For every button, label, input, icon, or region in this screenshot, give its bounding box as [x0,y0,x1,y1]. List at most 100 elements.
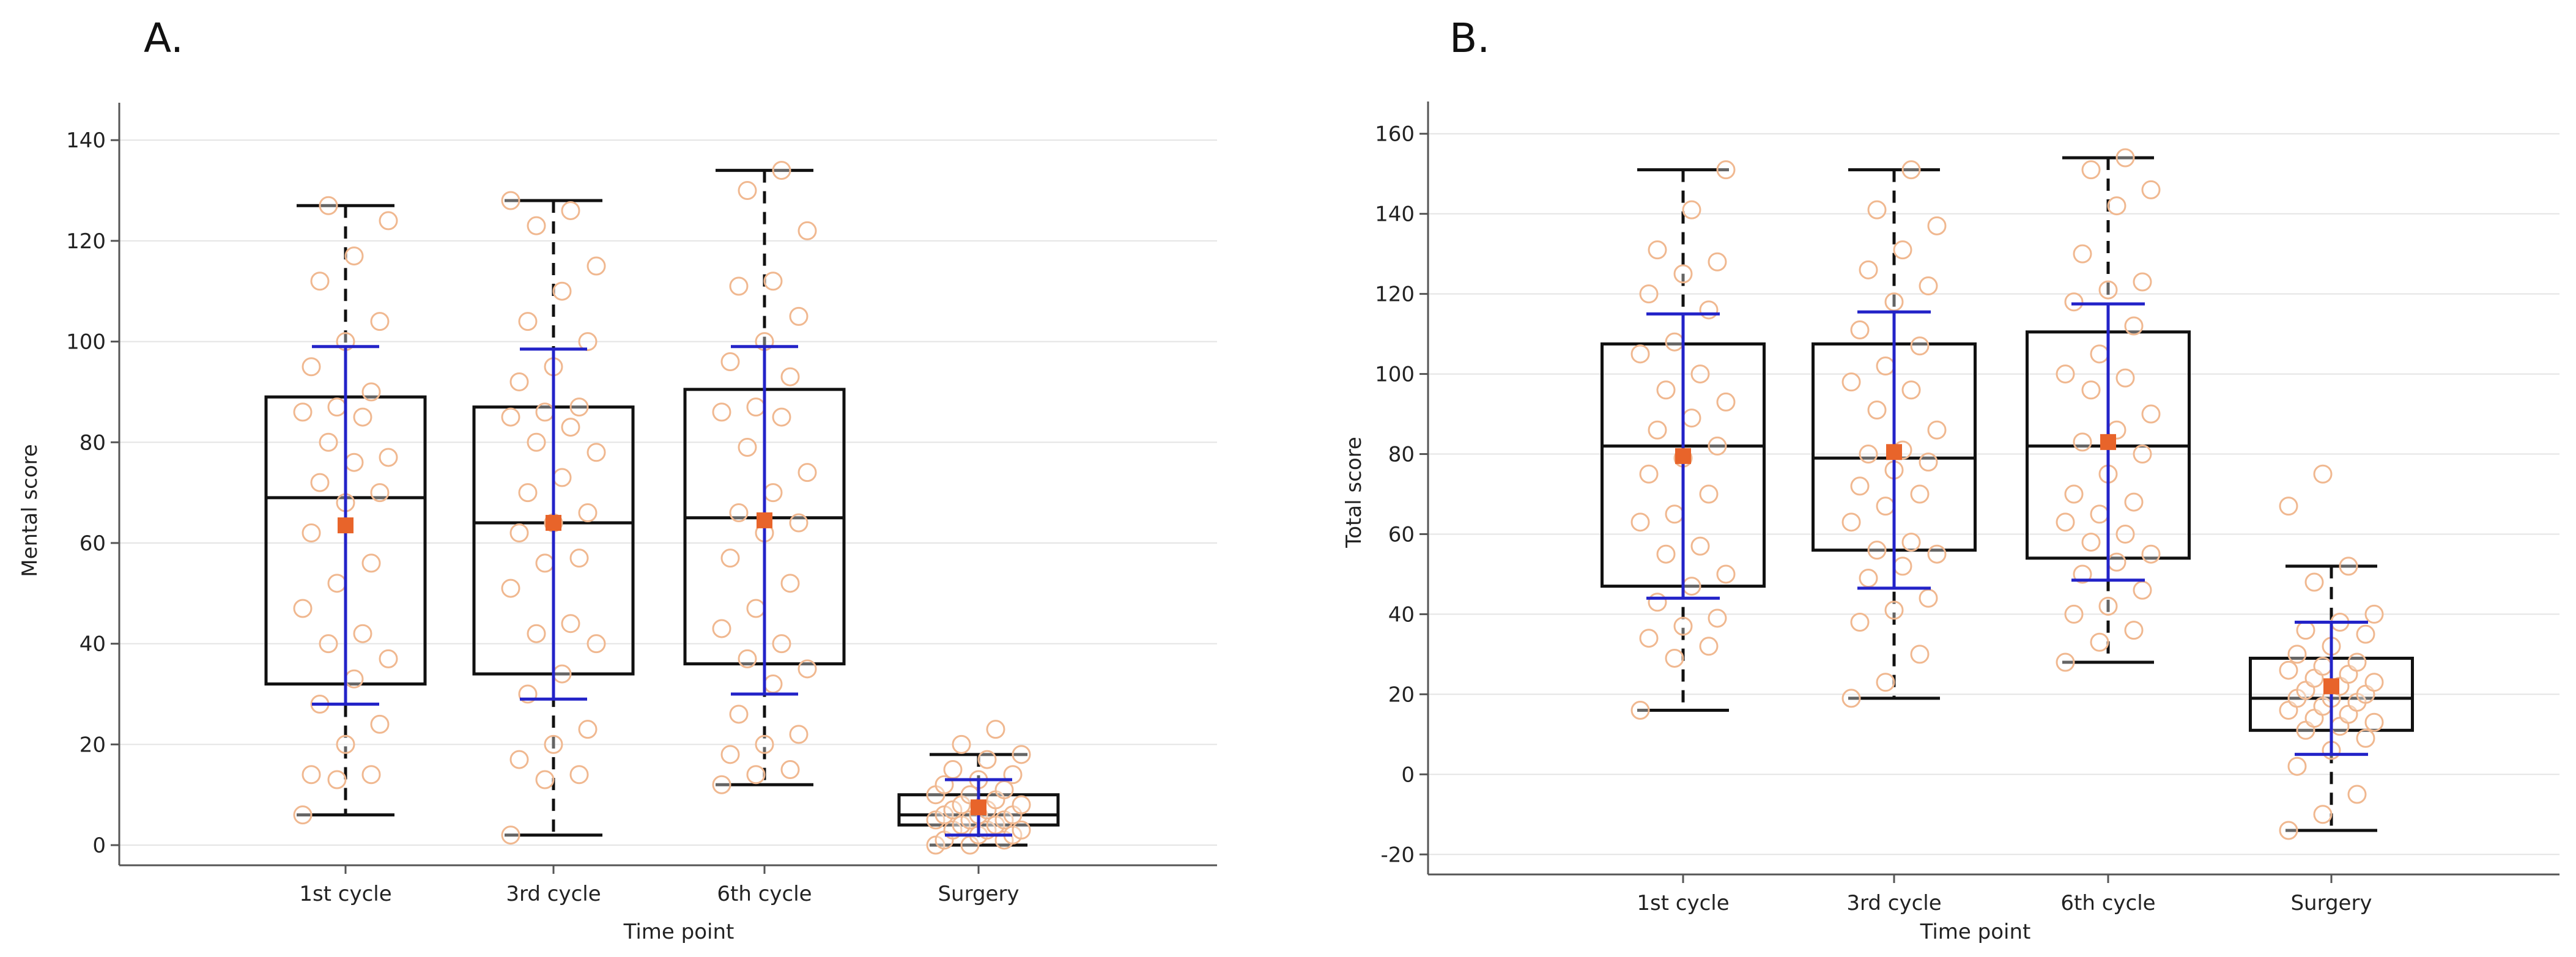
data-point [535,770,555,789]
data-point [578,332,598,352]
x-tick-label-b: 1st cycle [1637,891,1729,915]
data-point [1648,240,1667,260]
data-point [2133,445,2152,464]
data-point [729,503,749,523]
data-point [2356,728,2375,748]
data-point [746,765,766,785]
data-point [1012,795,1031,815]
data-point [518,483,538,503]
data-point [2107,552,2126,572]
data-point [1630,344,1650,364]
data-point [344,246,364,266]
data-point [2081,533,2101,552]
data-point [2287,756,2307,776]
data-point [1708,608,1727,628]
data-point [1927,420,1947,440]
data-point [1699,637,1719,656]
data-point [729,276,749,296]
y-tick-label-b: 0 [1401,763,1415,787]
y-tick-label-b: 140 [1375,202,1415,227]
data-point [1665,504,1684,524]
data-point [2304,572,2324,592]
data-point [780,760,800,780]
box-group-b [2249,464,2414,840]
data-point [1910,336,1930,356]
y-tick-label-a: 40 [80,632,106,657]
data-point [746,397,766,417]
data-point [1850,476,1870,496]
data-point [2133,272,2152,292]
data-point [712,619,731,638]
data-point [578,503,598,523]
data-point [1893,556,1912,576]
data-point [561,614,580,634]
x-tick-label-a: 3rd cycle [506,882,601,906]
data-point [509,523,529,542]
data-point [2056,512,2075,532]
data-point [738,181,757,201]
data-point [2115,368,2135,388]
data-point [1867,200,1887,220]
data-point [344,669,364,689]
data-point [1910,645,1930,664]
data-point [302,765,321,785]
data-point [729,704,749,724]
data-point [310,473,330,492]
data-point [587,634,606,654]
data-point [1850,320,1870,340]
data-point [798,659,817,679]
x-tick-label-b: 3rd cycle [1846,891,1941,915]
data-point [587,256,606,276]
data-point [293,805,313,825]
panel-label-a: A. [144,15,183,62]
mean-marker [546,515,561,531]
data-point [1859,260,1878,279]
x-tick-label-a: Surgery [938,882,1019,906]
x-tick-label-a: 6th cycle [717,882,812,906]
data-point [319,634,338,654]
data-point [509,372,529,391]
data-point [1884,292,1904,312]
data-point [1699,300,1719,320]
data-point [501,191,520,210]
data-point [1708,436,1727,456]
data-point [1901,380,1921,400]
data-point [544,734,563,754]
data-point [561,418,580,437]
y-tick-label-b: 80 [1388,443,1415,467]
data-point [943,760,963,780]
data-point [1682,577,1701,596]
data-point [1876,356,1895,375]
data-point [2090,632,2109,652]
data-point [789,725,809,744]
data-point [501,407,520,427]
data-point [1919,276,1938,296]
data-point [552,664,572,684]
data-point [379,649,398,668]
data-point [772,407,791,427]
data-point [1656,544,1676,564]
data-point [952,734,971,754]
data-point [2313,805,2333,824]
data-point [370,312,390,331]
data-point [1673,264,1693,284]
data-point [1699,484,1719,504]
data-point [780,367,800,386]
data-point [789,306,809,326]
data-point [361,765,381,785]
data-point [569,765,589,785]
data-point [755,734,774,754]
data-point [1876,673,1895,692]
panel-label-b: B. [1449,15,1490,62]
data-point [2279,821,2298,840]
data-point [1927,216,1947,235]
data-point [2347,785,2367,804]
mean-marker [757,512,772,528]
mean-marker [2100,434,2116,450]
data-point [1630,512,1650,532]
y-tick-label-b: -20 [1380,843,1415,867]
data-point [986,720,1005,739]
data-point [1927,544,1947,564]
data-point [1012,745,1031,764]
data-point [2056,364,2075,384]
